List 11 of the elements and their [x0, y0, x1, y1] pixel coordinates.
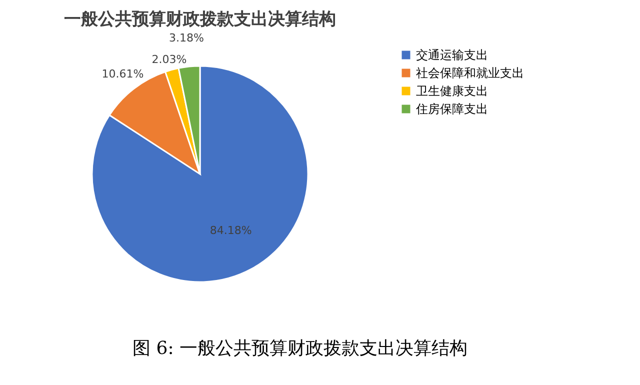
chart-title: 一般公共预算财政拨款支出决算结构 — [64, 10, 336, 30]
data-label: 3.18% — [168, 32, 204, 45]
caption: 图 6: 一般公共预算财政拨款支出决算结构 — [132, 338, 468, 359]
data-label: 84.18% — [210, 224, 252, 237]
data-label: 2.03% — [152, 53, 187, 66]
legend-label: 卫生健康支出 — [416, 84, 488, 98]
legend-label: 住房保障支出 — [415, 102, 488, 116]
legend-label: 交通运输支出 — [416, 48, 488, 62]
legend-label: 社会保障和就业支出 — [416, 66, 524, 80]
pie-slice — [91, 65, 309, 283]
data-label: 10.61% — [102, 68, 144, 81]
